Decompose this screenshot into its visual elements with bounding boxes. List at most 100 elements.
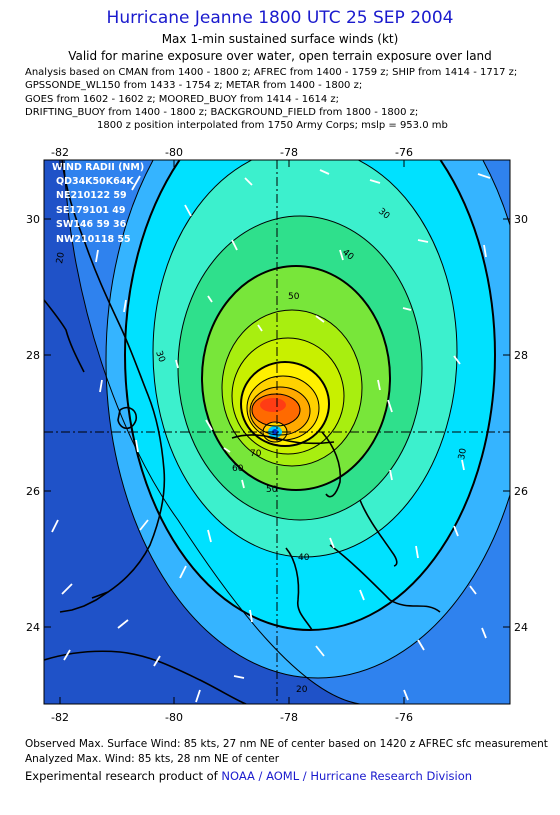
wind-barb	[175, 359, 179, 369]
lon-label-bottom: -82	[51, 711, 69, 724]
contour-40	[152, 160, 458, 558]
lat-label-right: 24	[514, 621, 528, 634]
analysis-line: GPSSONDE_WL150 from 1433 - 1754 z; METAR…	[25, 80, 363, 92]
abaco-island	[321, 431, 342, 498]
product-prefix: Experimental research product of	[25, 769, 222, 783]
contour-80	[251, 393, 301, 427]
wind-barb	[329, 537, 335, 549]
product-credit: Experimental research product of NOAA / …	[25, 769, 472, 783]
wind-barb	[377, 379, 381, 391]
wind-barb	[63, 649, 71, 661]
lat-label-right: 30	[514, 213, 528, 226]
wind-barb	[139, 519, 149, 531]
wind-radii-row: SW146 59 36	[56, 219, 127, 230]
analyzed-max-wind: Analyzed Max. Wind: 85 kts, 28 nm NE of …	[25, 753, 280, 765]
wind-barb	[207, 529, 212, 543]
wind-barb	[369, 179, 381, 184]
eleuthera	[359, 499, 398, 567]
observed-max-wind: Observed Max. Surface Wind: 85 kts, 27 n…	[25, 738, 548, 750]
contour-label: 60	[232, 464, 244, 474]
wind-barb	[417, 639, 425, 651]
wind-barb	[339, 249, 344, 261]
wind-barb	[481, 627, 487, 639]
florida-coast	[61, 160, 166, 599]
wind-barb	[461, 459, 465, 471]
wind-barb	[483, 244, 487, 258]
wind-radii-header: WIND RADII (NM)	[52, 162, 144, 173]
lon-label-bottom: -80	[165, 711, 183, 724]
wind-barb	[184, 204, 192, 217]
wind-barb	[205, 419, 213, 431]
lon-label-top: -80	[165, 146, 183, 159]
contour-35	[124, 160, 496, 631]
wind-radii-row: NE210122 59	[56, 190, 127, 201]
hrd-link[interactable]: NOAA / AOML / Hurricane Research Divisio…	[221, 769, 473, 783]
storm-center-crosshair	[44, 160, 510, 704]
contour-label: 50	[288, 292, 300, 302]
wind-barb	[257, 324, 263, 332]
axis-ticks	[44, 160, 510, 704]
wind-barb	[469, 585, 477, 595]
lon-label-top: -82	[51, 146, 69, 159]
band-80-85	[260, 398, 286, 412]
wind-swath: 20 20 30 30 30 40 40 50 50 60 70 WIND RA…	[44, 160, 510, 704]
contour-64	[240, 361, 330, 447]
lat-label-left: 28	[26, 349, 40, 362]
wind-barb	[51, 519, 59, 533]
lon-label-top: -76	[395, 146, 413, 159]
axis-labels: -82 -80 -78 -76 -82 -80 -78 -76 30 28 26…	[26, 146, 528, 724]
lon-label-top: -78	[280, 146, 298, 159]
contour-label: 20	[296, 685, 308, 695]
contour-label: 30	[153, 350, 166, 364]
wind-barb	[453, 525, 459, 537]
plot-frame	[43, 159, 511, 705]
contour-30	[105, 160, 510, 679]
lon-label-bottom: -76	[395, 711, 413, 724]
wind-barb	[95, 249, 99, 263]
wind-barb	[319, 169, 330, 175]
wind-barb	[223, 447, 231, 453]
wind-barb	[131, 175, 141, 191]
wind-barb	[207, 295, 213, 303]
lat-label-right: 26	[514, 485, 528, 498]
lon-label-bottom: -78	[280, 711, 298, 724]
wind-barb	[244, 177, 253, 186]
wind-barb	[402, 307, 412, 311]
lat-label-left: 30	[26, 213, 40, 226]
contour-label: 30	[457, 447, 469, 460]
wind-barb	[231, 239, 238, 251]
wind-barb	[117, 619, 129, 629]
wind-barb	[241, 479, 245, 489]
contour-label: 50	[266, 485, 278, 495]
wind-barb	[417, 239, 429, 243]
wind-barb	[61, 583, 73, 595]
isotach-contours	[63, 160, 510, 704]
contour-55	[221, 309, 363, 467]
wind-barb	[453, 355, 461, 365]
map-title: Hurricane Jeanne 1800 UTC 25 SEP 2004	[106, 8, 454, 28]
analysis-line: Analysis based on CMAN from 1400 - 1800 …	[25, 67, 518, 78]
contour-50	[201, 265, 391, 491]
grand-bahama	[231, 434, 335, 445]
lat-label-left: 26	[26, 485, 40, 498]
contour-20	[63, 160, 361, 704]
map-subtitle: Max 1-min sustained surface winds (kt)	[161, 32, 399, 46]
analysis-line: GOES from 1602 - 1602 z; MOORED_BUOY fro…	[25, 93, 339, 105]
contour-label: 70	[250, 449, 262, 459]
analysis-sources: Analysis based on CMAN from 1400 - 1800 …	[25, 66, 517, 132]
wind-barb	[477, 173, 491, 179]
contour-75	[249, 386, 311, 436]
wind-barb	[403, 689, 409, 701]
wind-barb	[233, 675, 245, 679]
exposure-note: Valid for marine exposure over water, op…	[68, 49, 492, 63]
wind-barb	[179, 565, 187, 579]
florida-keys	[59, 591, 109, 613]
wind-radii-row: NW210118 55	[56, 234, 131, 245]
lake-okeechobee	[117, 406, 138, 430]
wind-barb	[123, 299, 127, 313]
wind-radii-table: WIND RADII (NM) QD34K50K64K NE210122 59 …	[52, 162, 144, 245]
florida-gulf-coast	[44, 299, 85, 373]
lat-label-left: 24	[26, 621, 40, 634]
andros-island	[285, 547, 313, 631]
